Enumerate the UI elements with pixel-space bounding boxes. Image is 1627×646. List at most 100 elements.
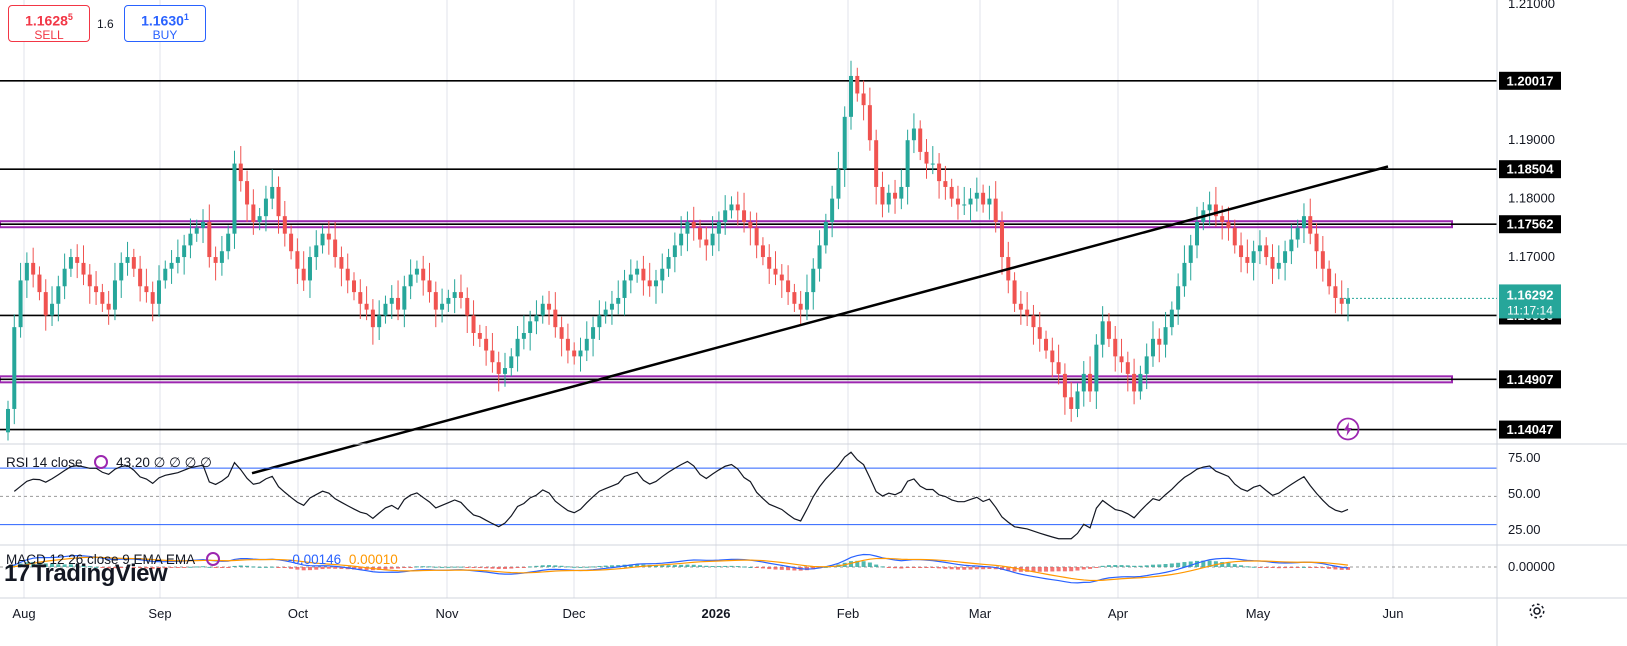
candle-body: [188, 233, 193, 246]
candle-body: [138, 268, 143, 287]
macd-histogram-bar: [163, 567, 168, 569]
macd-histogram-bar: [175, 567, 180, 568]
macd-histogram-bar: [276, 567, 281, 568]
macd-histogram-bar: [911, 567, 916, 568]
macd-histogram-bar: [823, 566, 828, 568]
macd-histogram-bar: [1012, 567, 1017, 572]
macd-histogram-bar: [377, 567, 382, 570]
candle-body: [962, 204, 967, 206]
candle-body: [433, 292, 438, 310]
macd-histogram-bar: [578, 566, 583, 568]
rsi-axis-label: 50.00: [1508, 486, 1541, 501]
buy-button[interactable]: 1.16301 BUY: [124, 5, 206, 42]
candle-body: [100, 292, 105, 304]
candle-body: [553, 309, 558, 328]
macd-histogram-bar: [515, 567, 520, 568]
candle-body: [1132, 373, 1137, 392]
macd-histogram-bar: [1088, 567, 1093, 569]
macd-histogram-bar: [251, 566, 256, 568]
macd-histogram-bar: [1144, 565, 1149, 567]
candle-body: [1037, 327, 1042, 339]
macd-histogram-bar: [685, 564, 690, 567]
candle-body: [1220, 216, 1225, 222]
lightning-icon[interactable]: [1336, 417, 1360, 441]
candle-body: [452, 292, 457, 298]
macd-histogram-bar: [150, 567, 155, 569]
price-axis-labels[interactable]: 1.200171.185041.175621.160001.149071.140…: [1340, 71, 1561, 439]
candle-body: [716, 222, 721, 234]
rsi-legend[interactable]: RSI 14 close 43.20 ∅ ∅ ∅ ∅: [6, 455, 212, 471]
candle-body: [930, 163, 935, 165]
candle-body: [314, 245, 319, 258]
macd-histogram-bar: [591, 566, 596, 568]
candle-body: [6, 408, 10, 433]
macd-histogram-bar: [1264, 567, 1269, 568]
trendline-segment: [251, 165, 1389, 475]
candle-body: [1264, 245, 1269, 258]
candle-body: [1106, 321, 1111, 339]
macd-histogram-bar: [502, 567, 507, 569]
macd-legend[interactable]: MACD 12 26 close 9 EMA EMA -0.00146 0.00…: [6, 552, 398, 567]
candle-body: [358, 292, 363, 304]
macd-histogram-bar: [893, 567, 898, 569]
candle-body: [911, 128, 916, 141]
candle-body: [1025, 309, 1030, 316]
macd-histogram-bar: [496, 567, 501, 570]
trendline[interactable]: [251, 165, 1389, 475]
cycle-icon[interactable]: [94, 455, 109, 469]
macd-histogram-bar: [653, 565, 658, 567]
macd-histogram-bar: [1226, 562, 1231, 567]
gear-icon[interactable]: [1528, 602, 1546, 620]
macd-histogram-bar: [955, 567, 960, 570]
macd-histogram-bar: [540, 565, 545, 567]
candle-body: [1056, 362, 1061, 374]
macd-histogram-bar: [396, 567, 401, 569]
macd-histogram-bar: [672, 565, 677, 567]
macd-histogram-bar: [402, 567, 407, 568]
sell-button[interactable]: 1.16285 SELL: [8, 5, 90, 42]
candle-body: [1188, 245, 1193, 263]
candle-body: [528, 321, 533, 333]
sell-label: SELL: [34, 27, 64, 42]
macd-histogram-bar: [943, 567, 948, 569]
candle-body: [742, 210, 747, 222]
macd-histogram-bar: [811, 567, 816, 570]
time-axis-label: Jun: [1383, 606, 1404, 621]
countdown-text: 11:17:14: [1507, 303, 1553, 317]
candle-body: [1150, 338, 1155, 357]
level-price-tag: 1.18504: [1499, 160, 1561, 179]
macd-histogram-bar: [930, 567, 935, 568]
candle-body: [270, 186, 275, 199]
cycle-icon[interactable]: [206, 552, 221, 566]
candle-body: [886, 192, 891, 205]
candle-body: [515, 338, 520, 357]
macd-histogram-bar: [666, 565, 671, 567]
candle-body: [440, 303, 445, 310]
candle-body: [396, 297, 401, 310]
macd-histogram-bar: [295, 567, 300, 570]
macd-histogram-bar: [1220, 562, 1225, 567]
candle-body: [106, 303, 111, 310]
macd-histogram-bar: [358, 567, 363, 570]
macd-histogram-bar: [553, 565, 558, 567]
level-price-tag: 1.14047: [1499, 420, 1561, 439]
macd-axis-label: 0.00000: [1508, 559, 1555, 574]
macd-histogram-bar: [232, 565, 237, 567]
current-price-bg: [1499, 284, 1561, 319]
candle-body: [1062, 373, 1067, 398]
candle-body: [144, 286, 149, 293]
candle-body: [1069, 397, 1074, 409]
candle-body: [603, 309, 608, 316]
macd-histogram-bar: [68, 564, 73, 567]
candle-body: [1333, 286, 1338, 298]
candle-body: [855, 75, 860, 94]
macd-histogram-bar: [1188, 561, 1193, 567]
candle-body: [534, 315, 539, 322]
candle-body: [874, 140, 879, 187]
tradingview-logo[interactable]: 17TradingView: [4, 560, 168, 588]
candle-body: [238, 163, 243, 182]
macd-histogram-bar: [207, 566, 212, 568]
macd-histogram-bar: [1289, 567, 1294, 568]
rsi-legend-name: RSI 14 close: [6, 455, 83, 470]
